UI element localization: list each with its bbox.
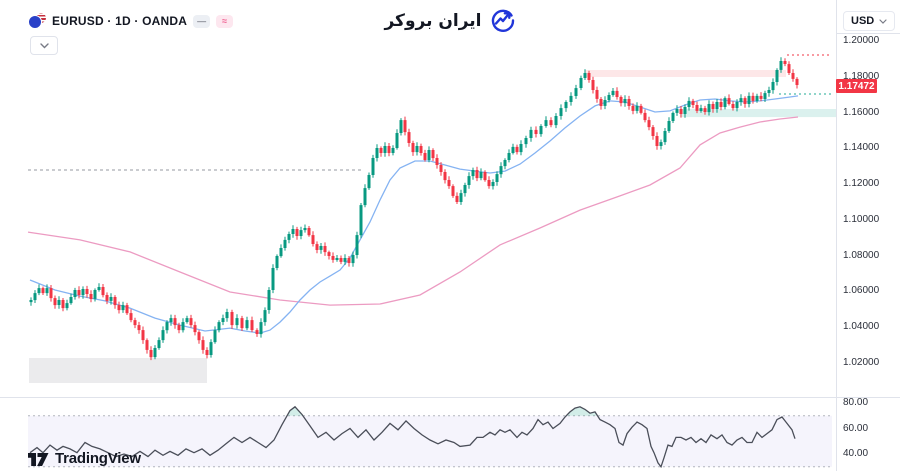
price-axis-label: 1.18000	[843, 70, 880, 82]
support-zone	[680, 109, 836, 118]
price-axis-label: 1.04000	[843, 321, 880, 333]
tradingview-mark-icon	[28, 452, 49, 466]
price-axis-label: 1.02000	[843, 357, 880, 369]
symbol-title[interactable]: EURUSD · 1D · OANDA	[52, 14, 188, 28]
chevron-down-icon	[39, 42, 49, 48]
currency-label: USD	[851, 15, 875, 27]
tradingview-label: TradingView	[55, 450, 141, 467]
axis-header-divider	[836, 33, 900, 34]
candles-layer	[29, 57, 799, 361]
rsi-line	[29, 405, 796, 469]
eur-flag-icon	[28, 15, 42, 29]
rsi-axis-label: 80.00	[843, 397, 869, 408]
demand-box	[29, 358, 207, 383]
resistance-zone	[585, 70, 786, 77]
price-axis-separator	[836, 0, 837, 471]
price-axis-label: 1.08000	[843, 249, 880, 261]
rsi-band	[28, 415, 832, 467]
price-axis-label: 1.06000	[843, 285, 880, 297]
fast-ma-line	[29, 95, 799, 334]
eurusd-pair-icon	[28, 13, 46, 29]
legend-collapse-button[interactable]	[30, 36, 58, 55]
rsi-axis-label: 40.00	[843, 448, 869, 459]
rsi-overbought-fill	[287, 406, 303, 416]
price-axis-label: 1.14000	[843, 142, 880, 154]
price-axis-label: 1.10000	[843, 213, 880, 225]
tradingview-attribution[interactable]: TradingView	[28, 450, 141, 467]
minus-badge-icon[interactable]: —	[193, 14, 211, 28]
slow-ma-line	[27, 116, 799, 306]
symbol-legend[interactable]: EURUSD · 1D · OANDA — ≈	[28, 13, 234, 29]
price-axis-label: 1.20000	[843, 35, 880, 46]
rsi-axis-label: 60.00	[843, 422, 869, 434]
price-axis-label: 1.12000	[843, 178, 880, 190]
currency-selector[interactable]: USD	[843, 11, 896, 31]
pane-separator[interactable]	[0, 397, 900, 398]
chevron-down-icon	[879, 18, 887, 24]
current-price-badge: 1.17472	[836, 79, 877, 93]
price-axis-label: 1.16000	[843, 106, 880, 118]
wave-badge-icon[interactable]: ≈	[216, 14, 234, 28]
